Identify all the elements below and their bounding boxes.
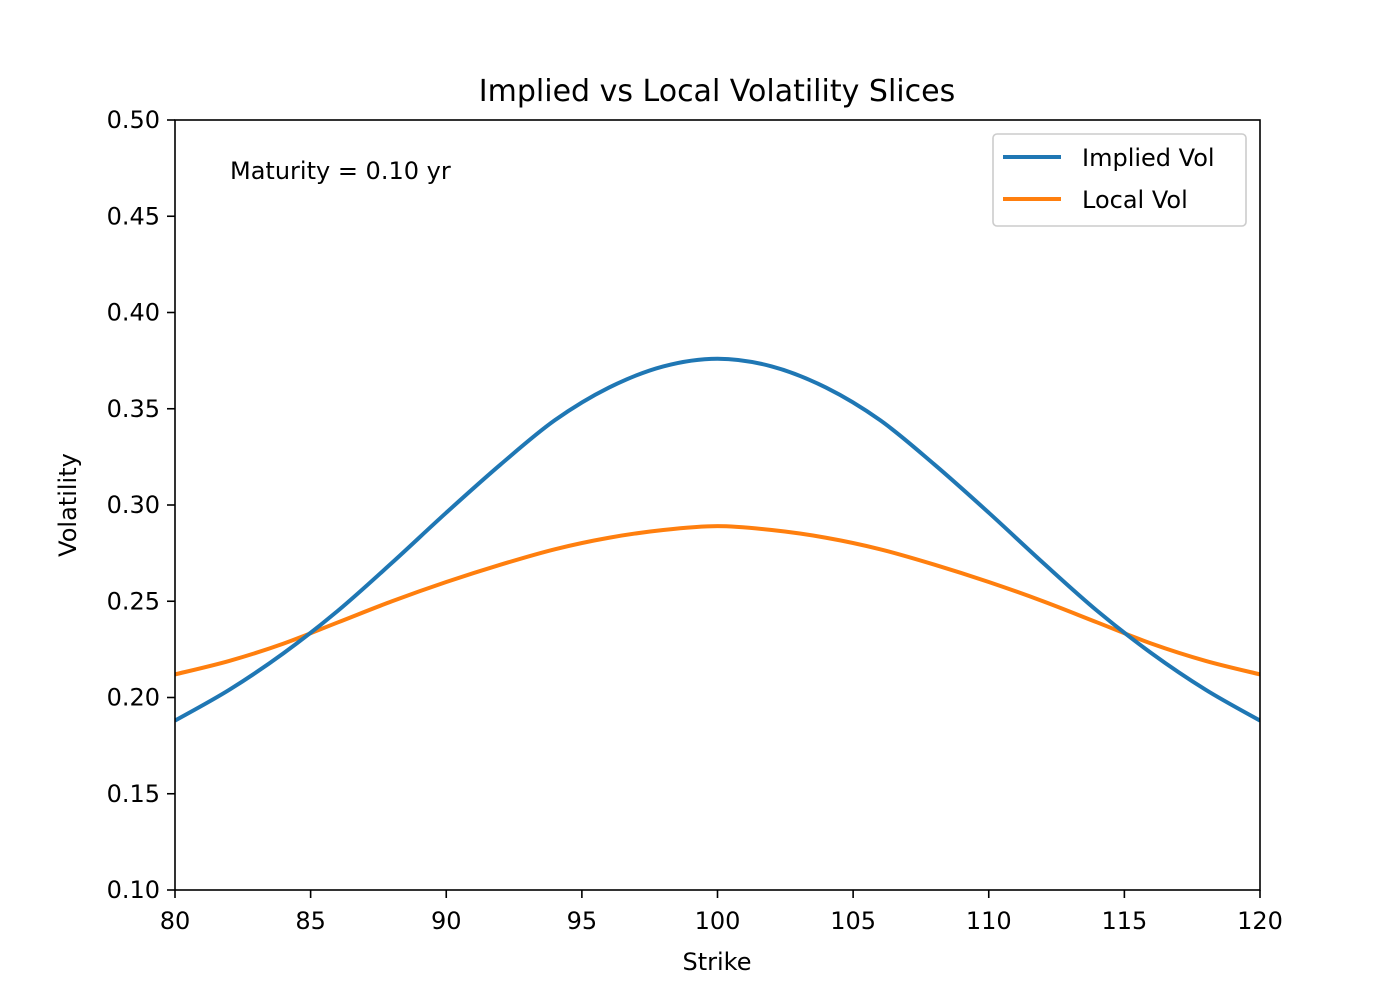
series-layer (175, 356, 1260, 723)
y-tick-label: 0.35 (107, 395, 160, 423)
y-tick-label: 0.30 (107, 491, 160, 519)
y-tick-label: 0.40 (107, 299, 160, 327)
y-tick-label: 0.45 (107, 202, 160, 230)
x-tick-label: 105 (830, 907, 876, 935)
y-axis: 0.10 0.15 0.20 0.25 0.30 0.35 0.40 0.45 0.50 (107, 106, 175, 904)
series-line-local-vol (175, 524, 1260, 677)
x-tick-label: 85 (295, 907, 326, 935)
x-tick-label: 100 (695, 907, 741, 935)
y-tick-label: 0.50 (107, 106, 160, 134)
y-tick-label: 0.10 (107, 876, 160, 904)
x-tick-label: 95 (567, 907, 598, 935)
x-axis: 80 85 90 95 100 105 110 115 120 (160, 890, 1283, 935)
x-axis-label: Strike (683, 948, 752, 976)
x-tick-label: 110 (966, 907, 1012, 935)
legend-label-local-vol: Local Vol (1082, 186, 1188, 214)
y-axis-label: Volatility (54, 453, 82, 557)
x-tick-label: 120 (1237, 907, 1283, 935)
x-tick-label: 80 (160, 907, 191, 935)
maturity-annotation: Maturity = 0.10 yr (230, 157, 451, 185)
legend: Implied Vol Local Vol (992, 133, 1247, 227)
x-tick-label: 115 (1101, 907, 1147, 935)
legend-label-implied-vol: Implied Vol (1082, 144, 1215, 172)
chart-title: Implied vs Local Volatility Slices (479, 74, 955, 109)
x-tick-label: 90 (431, 907, 462, 935)
y-tick-label: 0.15 (107, 780, 160, 808)
series-line-implied-vol (175, 356, 1260, 723)
y-tick-label: 0.20 (107, 684, 160, 712)
y-tick-label: 0.25 (107, 587, 160, 615)
